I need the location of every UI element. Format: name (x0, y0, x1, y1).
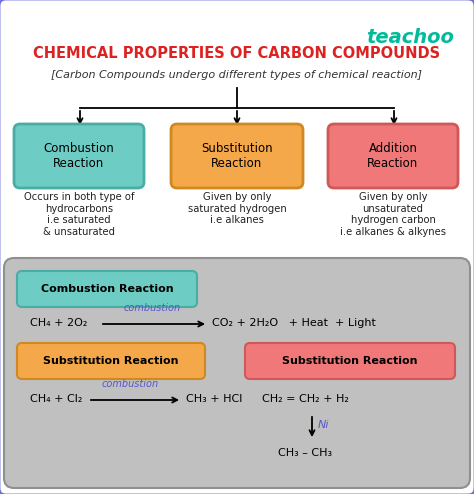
Text: Substitution Reaction: Substitution Reaction (43, 356, 179, 366)
Text: Addition
Reaction: Addition Reaction (367, 142, 419, 170)
Text: Ni: Ni (318, 420, 329, 430)
Text: combustion: combustion (123, 303, 181, 313)
Text: [Carbon Compounds undergo different types of chemical reaction]: [Carbon Compounds undergo different type… (52, 70, 422, 80)
FancyBboxPatch shape (17, 271, 197, 307)
Text: Given by only
saturated hydrogen
i.e alkanes: Given by only saturated hydrogen i.e alk… (188, 192, 286, 225)
Text: Substitution
Reaction: Substitution Reaction (201, 142, 273, 170)
Text: Combustion Reaction: Combustion Reaction (41, 284, 173, 294)
Text: Given by only
unsaturated
hydrogen carbon
i.e alkanes & alkynes: Given by only unsaturated hydrogen carbo… (340, 192, 446, 237)
FancyBboxPatch shape (245, 343, 455, 379)
Text: CH₃ – CH₃: CH₃ – CH₃ (278, 448, 332, 458)
Text: CH₄ + Cl₂: CH₄ + Cl₂ (30, 394, 82, 404)
FancyBboxPatch shape (14, 124, 144, 188)
Text: Combustion
Reaction: Combustion Reaction (44, 142, 114, 170)
Text: combustion: combustion (101, 379, 159, 389)
Text: Occurs in both type of
hydrocarbons
i.e saturated
& unsaturated: Occurs in both type of hydrocarbons i.e … (24, 192, 134, 237)
FancyBboxPatch shape (328, 124, 458, 188)
Text: Substitution Reaction: Substitution Reaction (282, 356, 418, 366)
Text: CH₃ + HCl: CH₃ + HCl (186, 394, 242, 404)
Text: CH₄ + 2O₂: CH₄ + 2O₂ (30, 318, 87, 328)
FancyBboxPatch shape (17, 343, 205, 379)
FancyBboxPatch shape (4, 258, 470, 488)
Text: teachoo: teachoo (366, 28, 454, 47)
FancyBboxPatch shape (171, 124, 303, 188)
Text: CO₂ + 2H₂O   + Heat  + Light: CO₂ + 2H₂O + Heat + Light (212, 318, 376, 328)
Text: CHEMICAL PROPERTIES OF CARBON COMPOUNDS: CHEMICAL PROPERTIES OF CARBON COMPOUNDS (34, 46, 440, 61)
Text: CH₂ = CH₂ + H₂: CH₂ = CH₂ + H₂ (262, 394, 349, 404)
